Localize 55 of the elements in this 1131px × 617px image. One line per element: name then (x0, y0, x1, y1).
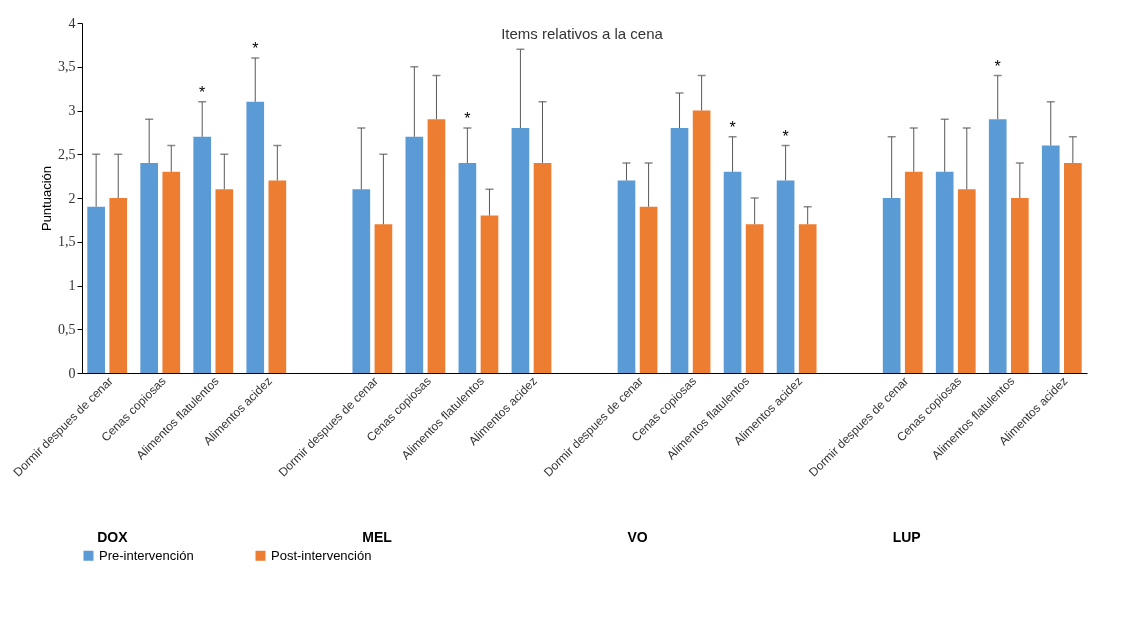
bar (427, 119, 446, 373)
data-label: * (782, 127, 789, 145)
bar (723, 171, 742, 373)
bar (140, 163, 159, 373)
data-label: * (994, 57, 1001, 75)
legend-label: Post-intervención (271, 547, 372, 563)
bar (935, 171, 954, 373)
y-tick-label: 4 (68, 15, 76, 31)
bar (1064, 163, 1082, 373)
y-tick-label: 3 (68, 103, 76, 118)
bar (957, 189, 976, 373)
bar (692, 110, 711, 373)
bar (639, 206, 658, 373)
y-tick-label: 1 (68, 278, 76, 293)
y-tick-label: 3,5 (58, 59, 76, 75)
data-label: * (464, 110, 471, 127)
y-tick-label: 0,5 (58, 321, 76, 337)
bar (533, 163, 552, 373)
y-tick-label: 0 (68, 365, 76, 381)
bar (776, 180, 795, 373)
bar (988, 119, 1007, 373)
bar (193, 136, 212, 373)
bar (458, 163, 477, 373)
y-tick-label: 2,5 (58, 146, 76, 162)
y-axis-title: Puntuación (39, 165, 54, 232)
text: LUP (892, 529, 921, 545)
bar (904, 171, 923, 373)
text: VO (627, 529, 648, 545)
bar (215, 189, 234, 373)
bar (352, 189, 371, 373)
bar (109, 198, 128, 373)
legend-label: Pre-intervención (99, 547, 194, 563)
bar (268, 180, 287, 373)
text: DOX (97, 529, 129, 545)
chart-title: Items relativos a la cena (501, 25, 664, 42)
bar (617, 180, 636, 373)
bar (670, 128, 689, 373)
bar (1041, 145, 1060, 373)
bar (511, 128, 530, 373)
bar (405, 136, 424, 373)
bar (374, 224, 393, 373)
data-label: * (252, 40, 259, 57)
bar (246, 101, 265, 373)
y-tick-label: 2 (68, 190, 76, 206)
bar (745, 224, 764, 373)
bar (882, 198, 901, 373)
text: MEL (362, 529, 393, 545)
bar (1010, 198, 1029, 373)
bar (480, 215, 499, 373)
bar (798, 224, 817, 373)
data-label: * (199, 83, 206, 101)
bar (87, 206, 105, 373)
y-tick-label: 1,5 (58, 234, 76, 250)
data-label: * (729, 118, 736, 136)
bar (162, 171, 181, 373)
